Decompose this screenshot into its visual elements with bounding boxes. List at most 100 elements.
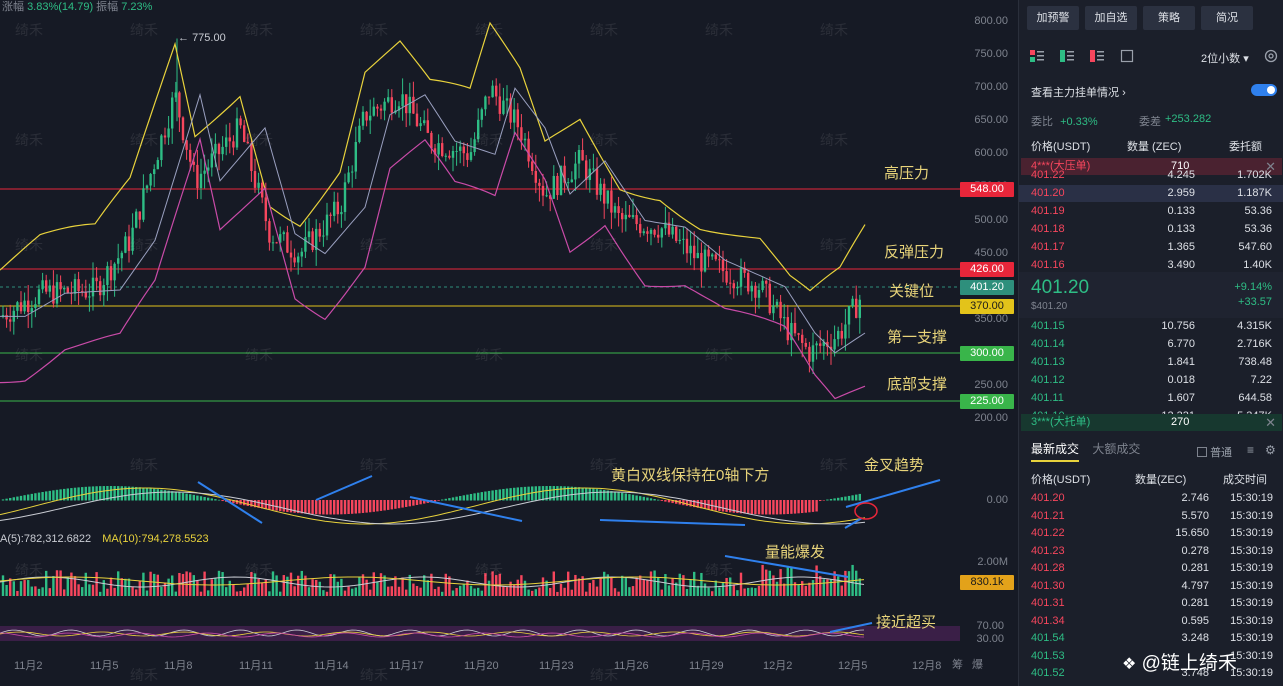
overview-button[interactable]: 简况 [1201, 6, 1253, 30]
orderbook-asks-icon[interactable] [1089, 48, 1105, 64]
decimal-select[interactable]: 2位小数 ▾ [1201, 50, 1249, 66]
candle-body [837, 330, 840, 340]
trade-row: 401.30 4.797 15:30:19 [1019, 578, 1283, 595]
trade-time: 15:30:19 [1230, 544, 1273, 557]
chart-area[interactable]: 涨幅 3.83%(14.79) 振幅 7.23% 800.00 750.00 700… [0, 0, 1018, 686]
candle-body [30, 308, 33, 313]
filter-icon[interactable]: ≡ [1247, 443, 1255, 457]
candle-body [282, 232, 285, 235]
candle-body [531, 161, 534, 171]
macd-bar [81, 487, 84, 501]
macd-bar [329, 500, 332, 515]
chips-toggle[interactable]: 筹 [952, 659, 963, 671]
date-axis: 11月2 11月5 11月8 11月11 11月14 11月17 11月20 11月23 11月… [0, 654, 1018, 674]
date-tick: 11月20 [464, 660, 499, 672]
orderbook-row[interactable]: 401.13 1.841 738.48 [1019, 354, 1283, 371]
orderbook-row[interactable]: 401.12 0.018 7.22 [1019, 372, 1283, 389]
candle-body [653, 229, 656, 235]
col-qty[interactable]: 数量 (ZEC) [1127, 141, 1182, 153]
kline-canvas[interactable] [0, 0, 1018, 686]
trades-col-price: 价格(USDT) [1031, 474, 1091, 486]
candle-body [300, 251, 303, 257]
settings-icon[interactable] [1264, 49, 1278, 63]
volume-bar [372, 572, 375, 596]
trade-qty: 4.797 [1181, 579, 1209, 592]
candle-body [203, 170, 206, 174]
candle-body [264, 197, 267, 222]
orderbook-bids-icon[interactable] [1059, 48, 1075, 64]
orderbook-row[interactable]: 401.20 2.959 1.187K [1019, 185, 1283, 202]
macd-bar [311, 500, 314, 515]
volume-bar [138, 581, 141, 596]
add-alert-button[interactable]: 加预警 [1027, 6, 1079, 30]
macd-bar [840, 497, 843, 501]
macd-bar [833, 498, 836, 501]
macd-bar [757, 500, 761, 515]
trade-time: 15:30:19 [1230, 509, 1273, 522]
gear-icon[interactable]: ⚙ [1265, 443, 1276, 457]
volume-bar [415, 586, 419, 596]
candle-body [732, 283, 735, 289]
trade-time: 15:30:19 [1230, 632, 1273, 644]
candle-body [725, 271, 728, 283]
macd-bar [99, 486, 102, 501]
close-icon[interactable]: ✕ [1265, 415, 1276, 430]
decimal-select-value: 2位小数 [1201, 53, 1241, 65]
volume-bar [729, 577, 732, 596]
volume-bar [667, 585, 671, 596]
candle-body [804, 342, 807, 347]
depth-toggle[interactable] [1251, 84, 1277, 96]
candle-body [390, 97, 393, 113]
liquidation-toggle[interactable]: 爆 [972, 659, 983, 671]
orderbook-row[interactable]: 401.17 1.365 547.60 [1019, 239, 1283, 256]
tab-large-trades[interactable]: 大额成交 [1092, 442, 1141, 456]
golden-cross-circle [854, 502, 878, 520]
volume-bar [772, 575, 775, 596]
tab-latest-trades[interactable]: 最新成交 [1031, 442, 1080, 462]
price-tick: 750.00 [974, 48, 1008, 61]
macd-bar [721, 500, 725, 512]
orderbook-row[interactable]: 401.15 10.756 4.315K [1019, 318, 1283, 335]
candle-body [171, 97, 174, 129]
col-total[interactable]: 委托额 [1229, 141, 1262, 153]
macd-bar [379, 500, 383, 511]
brand-watermark: ❖ @链上绮禾 [1122, 648, 1237, 675]
depth-title[interactable]: 查看主力挂单情况 › [1031, 84, 1275, 100]
macd-bar [624, 493, 627, 501]
macd-bar [286, 500, 289, 513]
macd-bar [444, 498, 447, 501]
volume-bar [635, 577, 638, 596]
orderbook-row[interactable]: 401.19 0.133 53.36 [1019, 203, 1283, 220]
date-tick: 11月17 [389, 660, 424, 672]
orderbook-row[interactable]: 401.18 0.133 53.36 [1019, 221, 1283, 238]
orderbook-row[interactable]: 401.14 6.770 2.716K [1019, 336, 1283, 353]
macd-bar [322, 500, 325, 515]
orderbook-row[interactable]: 401.11 1.607 644.58 [1019, 390, 1283, 407]
volume-bar [847, 571, 851, 596]
orderbook-both-icon[interactable] [1029, 48, 1045, 64]
add-favorite-button[interactable]: 加自选 [1085, 6, 1137, 30]
macd-bar [804, 500, 807, 513]
candle-body [718, 259, 721, 261]
volume-bar [192, 575, 195, 596]
orderbook-row[interactable]: 401.22 4.245 1.702K [1019, 167, 1283, 184]
normal-filter[interactable]: 普通 [1197, 444, 1232, 460]
candle-body [768, 283, 771, 314]
volume-bar [358, 577, 361, 596]
volume-bar [322, 590, 325, 596]
close-icon[interactable]: ✕ [1265, 159, 1276, 174]
volume-bar [844, 570, 847, 596]
trades-col-qty[interactable]: 数量(ZEC) [1135, 474, 1187, 486]
candle-body [786, 317, 789, 341]
expand-icon[interactable] [1119, 48, 1135, 64]
macd-bar [73, 487, 77, 501]
orderbook-row[interactable]: 401.16 3.490 1.40K [1019, 257, 1283, 274]
strategy-button[interactable]: 策略 [1143, 6, 1195, 30]
volume-bar [297, 575, 300, 596]
volume-bar [196, 580, 199, 596]
price-tick: 200.00 [974, 412, 1008, 424]
candle-body [120, 252, 123, 259]
candle-body [775, 301, 779, 306]
volume-bar [243, 587, 246, 596]
macd-bar [847, 495, 851, 501]
